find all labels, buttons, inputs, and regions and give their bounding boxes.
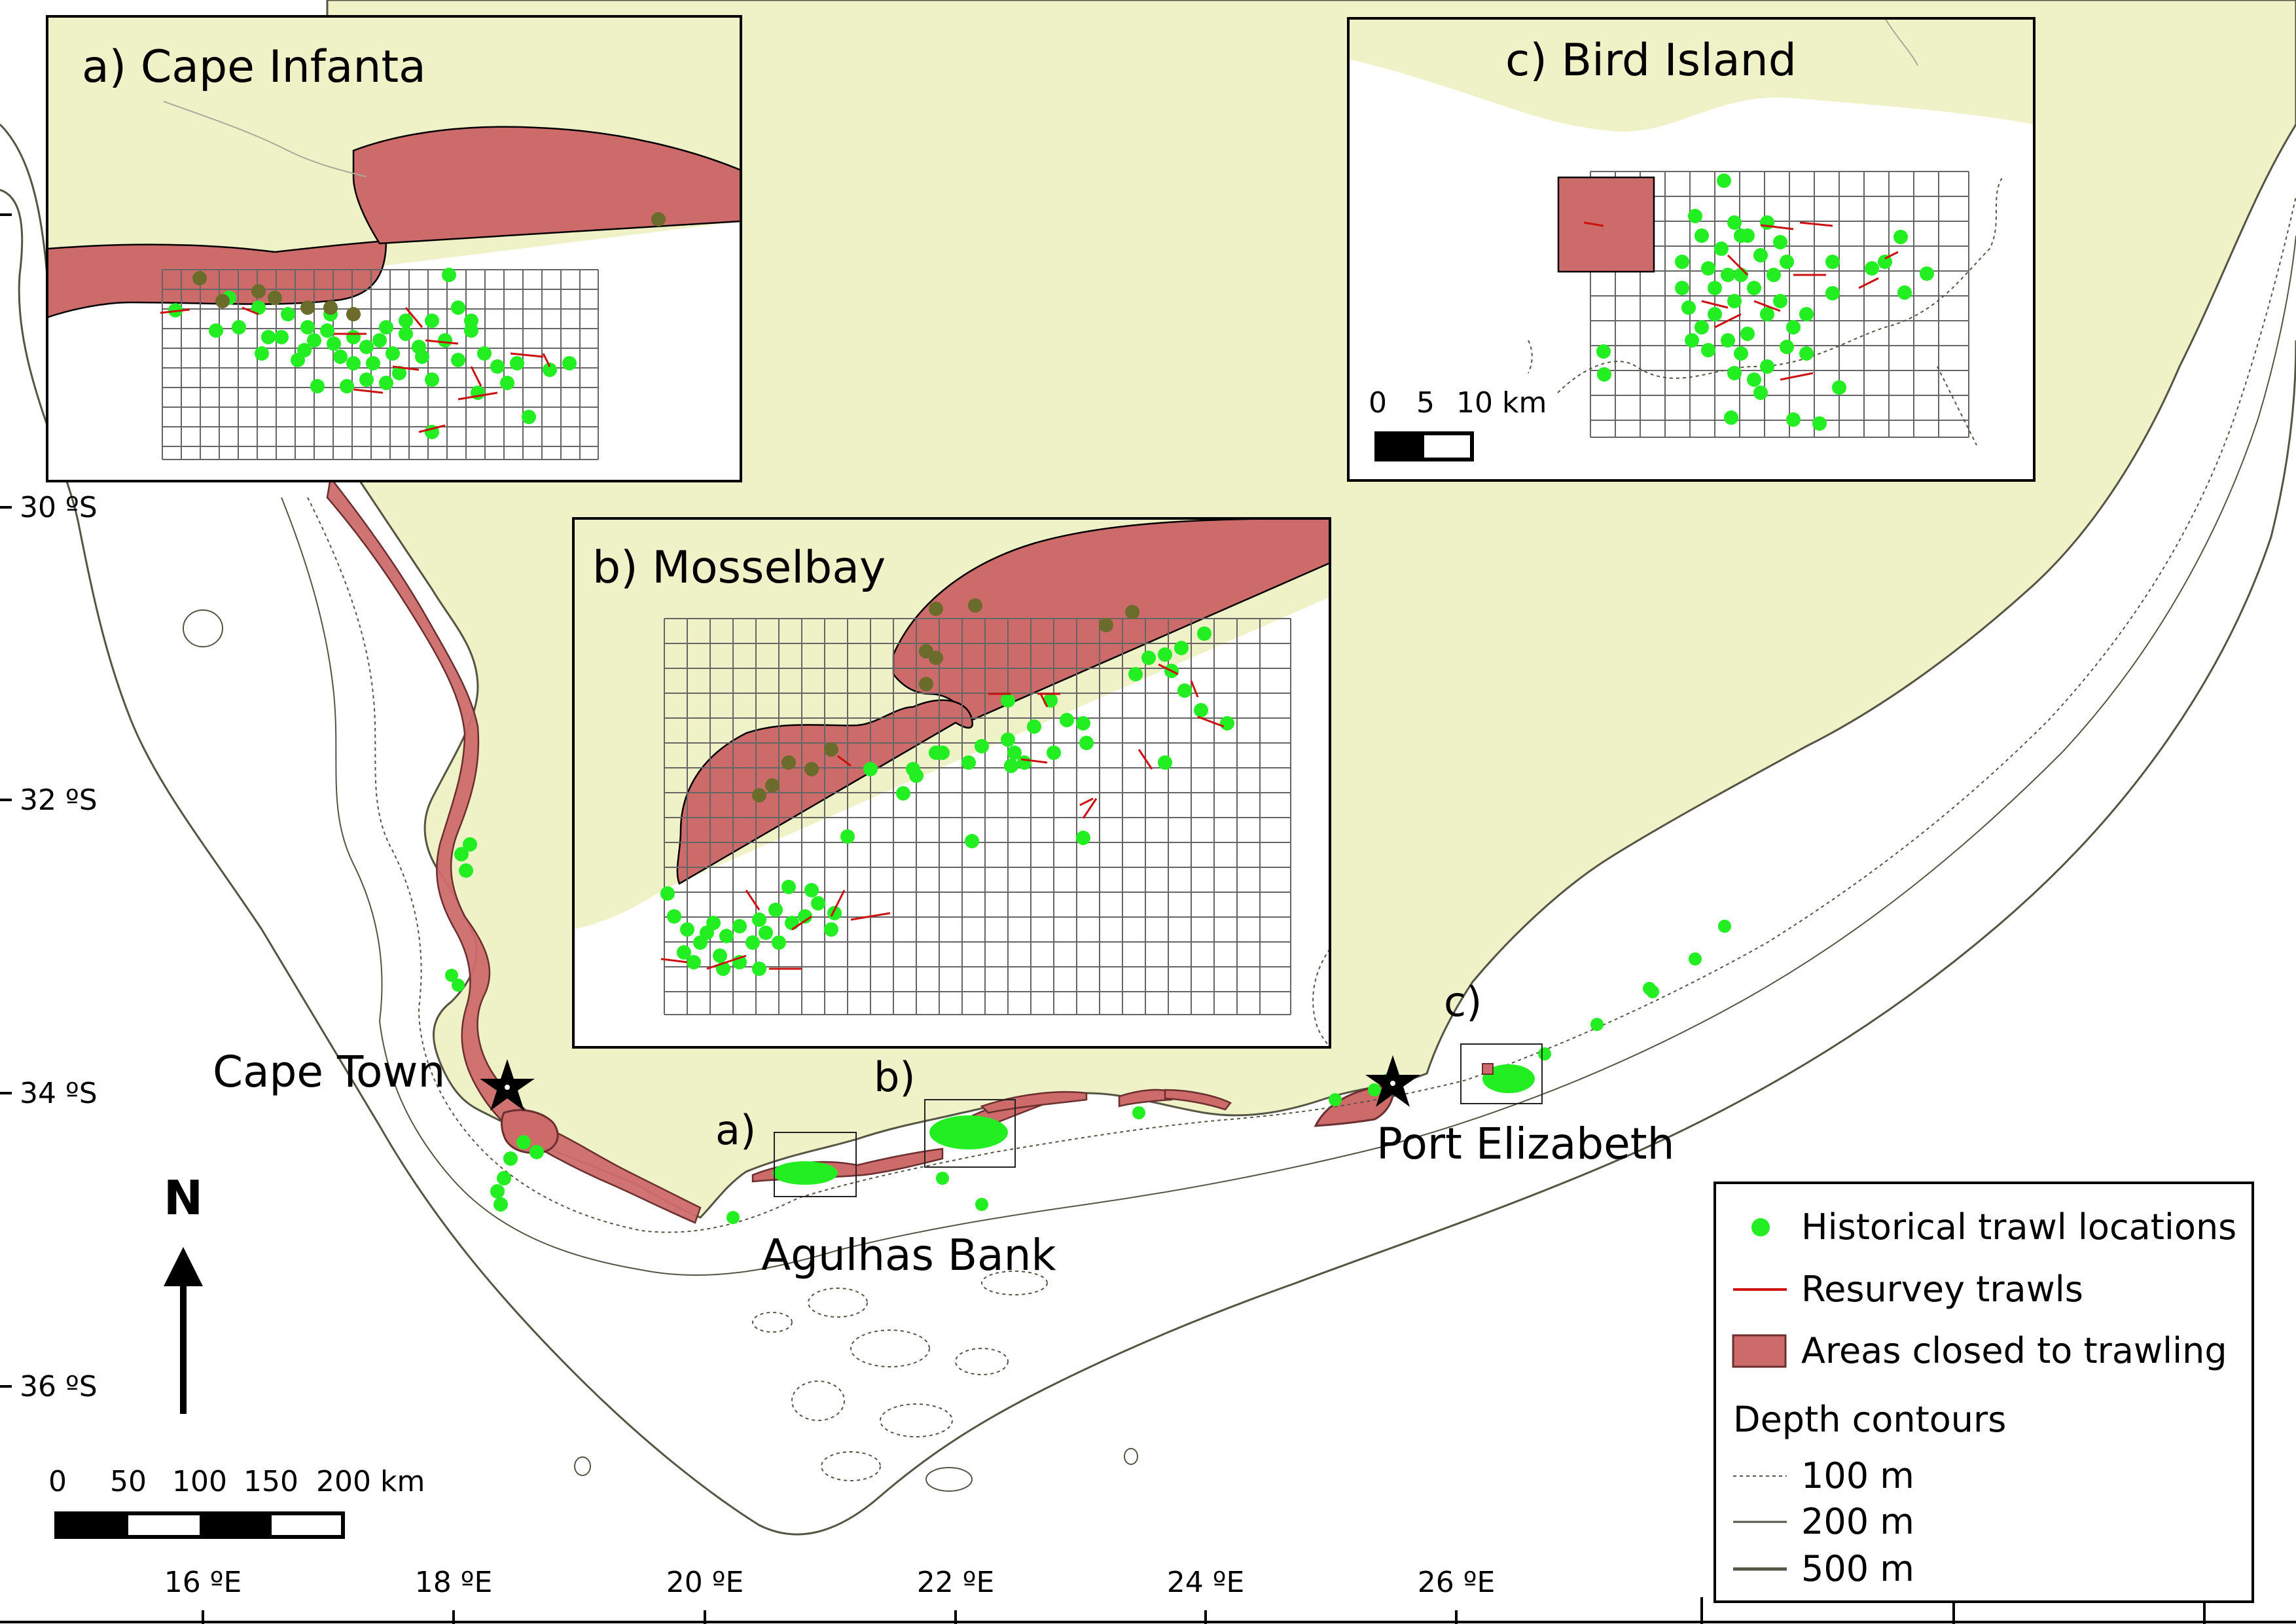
legend-closed-label: Areas closed to trawling	[1801, 1330, 2227, 1371]
inset-scale-tick-1: 5	[1416, 386, 1435, 420]
legend-resurvey-label: Resurvey trawls	[1801, 1269, 2083, 1310]
label-agulhas-bank: Agulhas Bank	[761, 1230, 1056, 1280]
inset-b-contour	[1312, 948, 1330, 1047]
lat-label-36: 36 ºS	[20, 1370, 98, 1403]
north-arrow: N	[164, 1170, 203, 1414]
contour-200m	[281, 235, 2296, 1276]
north-label: N	[164, 1170, 203, 1225]
inset-b-resurvey	[660, 663, 1225, 970]
region-box-c	[1460, 1043, 1543, 1104]
coastal-historical-trawls	[445, 837, 1731, 1224]
lat-label-30: 30 ºS	[20, 491, 98, 524]
main-scale-tick-1: 50	[110, 1465, 147, 1498]
inset-c-border-line	[1884, 18, 1918, 66]
closed-area-b-shore	[980, 1091, 1088, 1114]
inset-c-contour	[1557, 176, 2003, 446]
inset-a-title: a) Cape Infanta	[82, 41, 426, 93]
longitude-axis: 16 ºE 18 ºE 20 ºE 22 ºE 24 ºE 26 ºE	[0, 1566, 2296, 1624]
label-port-elizabeth: Port Elizabeth	[1376, 1119, 1675, 1169]
north-arrow-head-icon	[164, 1247, 203, 1286]
inset-c: c) Bird Island 0 5 10 km	[1347, 17, 2036, 482]
main-scale-tick-4: 200 km	[316, 1465, 425, 1498]
cape-town-star-center	[505, 1085, 510, 1090]
inset-b-title: b) Mosselbay	[592, 542, 886, 594]
legend-box	[1713, 1182, 2254, 1603]
region-box-a	[774, 1132, 857, 1197]
inset-a: a) Cape Infanta	[46, 15, 742, 482]
inset-a-resurvey	[160, 306, 551, 433]
lon-label-24: 24 ºE	[1167, 1566, 1245, 1599]
legend-d100-label: 100 m	[1801, 1455, 1914, 1496]
label-cape-town: Cape Town	[213, 1047, 445, 1097]
inset-a-coast-line	[163, 101, 367, 177]
lon-label-18: 18 ºE	[415, 1566, 493, 1599]
inset-scale-tick-0: 0	[1369, 386, 1387, 420]
lat-label-32: 32 ºS	[20, 784, 98, 817]
inset-c-land	[1348, 18, 2034, 132]
region-marker-c: c)	[1444, 978, 1482, 1026]
closed-area-c-marker	[1482, 1063, 1494, 1075]
latitude-axis: 30 ºS 32 ºS 34 ºS 36 ºS	[0, 213, 98, 1403]
lon-label-16: 16 ºE	[164, 1566, 242, 1599]
lon-label-26: 26 ºE	[1418, 1566, 1496, 1599]
inset-c-closed-area	[1557, 176, 1655, 273]
inset-c-title: c) Bird Island	[1505, 35, 1797, 86]
inset-b: b) Mosselbay	[572, 517, 1331, 1049]
legend-closed-symbol	[1732, 1334, 1787, 1368]
region-marker-a: a)	[715, 1106, 756, 1154]
legend-d500-label: 500 m	[1801, 1548, 1914, 1589]
lon-label-22: 22 ºE	[917, 1566, 995, 1599]
contour-500m	[0, 189, 2296, 1536]
inset-c-trawls	[1596, 173, 1934, 431]
closed-area-east-2	[1164, 1089, 1232, 1111]
region-box-b	[924, 1099, 1016, 1168]
inset-a-closed-area	[47, 240, 387, 319]
inset-b-grid	[664, 618, 1291, 1015]
lat-label-34: 34 ºS	[20, 1077, 98, 1110]
inset-scale-bar: 0 5 10 km	[1369, 386, 1547, 461]
legend: Historical trawl locations Resurvey traw…	[1713, 1182, 2254, 1603]
main-scale-tick-2: 100	[172, 1465, 227, 1498]
lon-label-20: 20 ºE	[666, 1566, 744, 1599]
main-scale-tick-0: 0	[48, 1465, 67, 1498]
inset-c-resurvey	[1583, 221, 1899, 381]
inset-b-trawls	[660, 598, 1234, 976]
region-marker-b: b)	[874, 1053, 916, 1101]
main-scale-tick-3: 150	[243, 1465, 298, 1498]
inset-scale-tick-2: 10 km	[1456, 386, 1547, 420]
port-elizabeth-star-center	[1390, 1081, 1395, 1086]
legend-d200-label: 200 m	[1801, 1501, 1914, 1542]
main-scale-bar: 0 50 100 150 200 km	[48, 1465, 425, 1539]
legend-historical-symbol	[1751, 1218, 1770, 1236]
inset-a-closed-area-2	[352, 126, 741, 245]
region-clusters	[772, 1064, 1535, 1185]
closed-area-west-coast	[326, 476, 702, 1224]
legend-depth-title: Depth contours	[1733, 1399, 2006, 1440]
legend-historical-label: Historical trawl locations	[1801, 1206, 2236, 1248]
contour-100m	[307, 196, 2296, 1233]
agulhas-contours	[183, 609, 1138, 1492]
